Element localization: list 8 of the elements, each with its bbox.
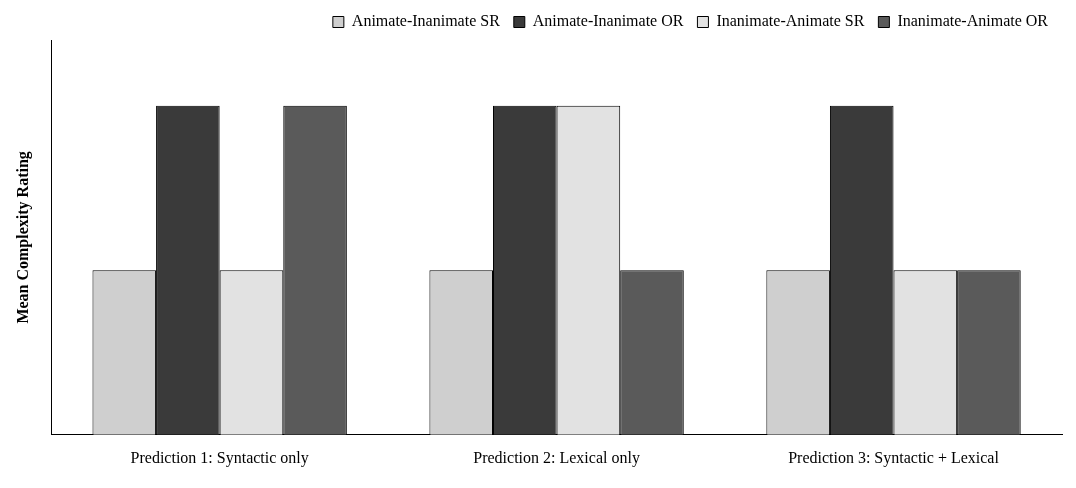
legend-label: Inanimate-Animate OR: [897, 12, 1049, 30]
legend-label: Animate-Inanimate SR: [351, 12, 501, 30]
x-tick-label: Prediction 3: Syntactic + Lexical: [788, 448, 1000, 467]
x-tick-label: Prediction 1: Syntactic only: [130, 448, 309, 467]
y-axis-title: Mean Complexity Rating: [13, 151, 32, 324]
legend-label: Animate-Inanimate OR: [532, 12, 684, 30]
x-tick-label: Prediction 2: Lexical only: [473, 448, 640, 467]
legend-label: Inanimate-Animate SR: [716, 12, 865, 30]
